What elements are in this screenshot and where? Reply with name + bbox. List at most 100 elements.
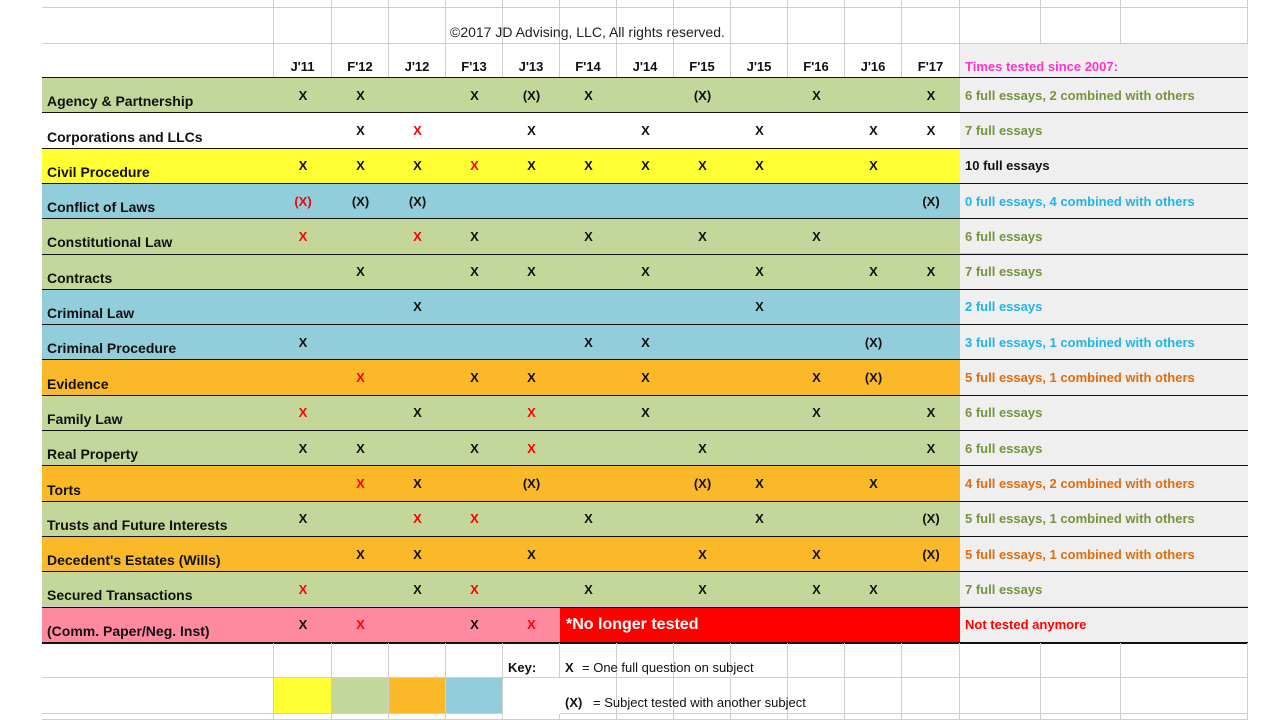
grid-cell[interactable] [674,8,731,44]
subject-mark: X [845,572,902,608]
grid-cell[interactable] [902,677,960,714]
color-swatch-green [332,677,389,714]
subject-mark [788,325,845,361]
grid-cell[interactable] [617,642,674,678]
grid-cell[interactable] [788,642,845,678]
grid-cell[interactable] [389,0,446,8]
grid-cell[interactable] [1121,0,1248,8]
subject-mark: X [731,113,788,149]
grid-cell[interactable] [446,0,503,8]
key-label: Key: [508,659,537,675]
grid-cell[interactable] [1041,713,1121,720]
grid-cell[interactable] [332,642,389,678]
subject-mark [674,254,731,290]
grid-cell[interactable] [1041,642,1121,678]
grid-cell[interactable] [788,0,845,8]
grid-cell[interactable] [1041,677,1121,714]
grid-cell[interactable] [274,8,332,44]
subject-mark [674,113,731,149]
grid-cell[interactable] [446,713,503,720]
grid-cell[interactable] [560,677,617,714]
grid-cell[interactable] [560,0,617,8]
grid-cell[interactable] [902,0,960,8]
subject-mark: X [389,466,446,502]
times-tested-summary: 7 full essays [960,254,1248,290]
grid-cell[interactable] [674,0,731,8]
grid-cell[interactable] [560,8,617,44]
grid-cell[interactable] [788,713,845,720]
grid-cell[interactable] [332,8,389,44]
grid-cell[interactable] [617,0,674,8]
grid-cell-subject[interactable] [42,642,274,678]
grid-cell[interactable] [731,677,788,714]
key-combined-text: = Subject tested with another subject [593,694,806,710]
grid-cell[interactable] [332,0,389,8]
grid-cell[interactable] [389,8,446,44]
grid-cell[interactable] [503,8,560,44]
grid-cell[interactable] [731,642,788,678]
grid-cell[interactable] [274,713,332,720]
grid-cell[interactable] [1121,642,1248,678]
grid-cell[interactable] [845,642,902,678]
subject-mark [788,113,845,149]
subject-mark [788,289,845,326]
grid-cell[interactable] [1121,677,1248,714]
grid-cell[interactable] [1121,8,1248,44]
grid-cell[interactable] [503,0,560,8]
grid-cell[interactable] [845,677,902,714]
grid-cell[interactable] [960,642,1041,678]
grid-cell[interactable] [1041,8,1121,44]
grid-cell[interactable] [446,8,503,44]
grid-cell[interactable] [845,8,902,44]
grid-cell[interactable] [788,677,845,714]
grid-cell-subject[interactable] [42,0,274,8]
column-header: J'12 [389,44,446,78]
subject-mark: X [731,466,788,502]
grid-cell[interactable] [674,713,731,720]
grid-cell[interactable] [560,713,617,720]
grid-cell[interactable] [902,713,960,720]
grid-cell[interactable] [274,642,332,678]
grid-cell[interactable] [731,8,788,44]
subject-mark [788,148,845,184]
subject-mark [389,431,446,467]
grid-cell[interactable] [332,713,389,720]
grid-cell[interactable] [617,8,674,44]
grid-cell[interactable] [788,8,845,44]
grid-cell[interactable] [845,713,902,720]
grid-cell[interactable] [960,8,1041,44]
times-tested-summary: 5 full essays, 1 combined with others [960,360,1248,396]
column-header: F'16 [788,44,845,78]
times-tested-summary: 6 full essays [960,219,1248,255]
grid-cell[interactable] [1121,713,1248,720]
grid-cell[interactable] [560,642,617,678]
grid-cell[interactable] [503,713,560,720]
grid-cell[interactable] [617,677,674,714]
grid-cell[interactable] [617,713,674,720]
grid-cell[interactable] [960,713,1041,720]
grid-cell-subject[interactable] [42,713,274,720]
grid-cell[interactable] [503,642,560,678]
subject-mark: X [389,113,446,149]
grid-cell[interactable] [902,642,960,678]
grid-cell[interactable] [731,713,788,720]
grid-cell[interactable] [446,642,503,678]
subject-mark: X [503,148,560,184]
grid-cell[interactable] [274,0,332,8]
grid-cell[interactable] [960,0,1041,8]
grid-cell[interactable] [845,0,902,8]
grid-cell-subject[interactable] [42,8,274,44]
grid-cell[interactable] [902,8,960,44]
subject-mark [332,325,389,361]
grid-cell[interactable] [674,677,731,714]
grid-cell[interactable] [389,642,446,678]
grid-cell-subject[interactable] [42,677,274,714]
grid-cell-subject[interactable] [42,44,274,78]
subject-label: Contracts [42,254,274,290]
grid-cell[interactable] [731,0,788,8]
grid-cell[interactable] [389,713,446,720]
grid-cell[interactable] [674,642,731,678]
grid-cell[interactable] [960,677,1041,714]
grid-cell[interactable] [1041,0,1121,8]
subject-label: Trusts and Future Interests [42,501,274,537]
